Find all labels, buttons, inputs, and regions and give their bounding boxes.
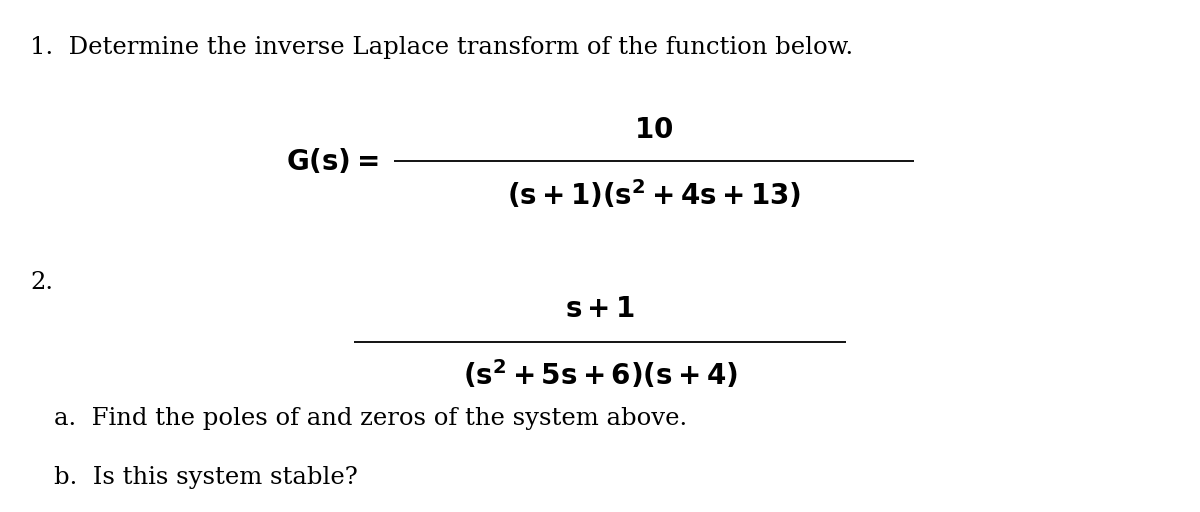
Text: $\mathbf{(s+1)(s^2+4s+13)}$: $\mathbf{(s+1)(s^2+4s+13)}$ xyxy=(508,178,800,211)
Text: $\mathbf{s+1}$: $\mathbf{s+1}$ xyxy=(565,296,635,323)
Text: $\mathbf{10}$: $\mathbf{10}$ xyxy=(635,117,673,144)
Text: a.  Find the poles of and zeros of the system above.: a. Find the poles of and zeros of the sy… xyxy=(54,407,688,430)
Text: b.  Is this system stable?: b. Is this system stable? xyxy=(54,466,358,489)
Text: $\mathbf{(s^2+5s+6)(s+4)}$: $\mathbf{(s^2+5s+6)(s+4)}$ xyxy=(463,358,737,391)
Text: $\mathbf{G(s) =}$: $\mathbf{G(s) =}$ xyxy=(286,147,378,176)
Text: 2.: 2. xyxy=(30,271,53,294)
Text: 1.  Determine the inverse Laplace transform of the function below.: 1. Determine the inverse Laplace transfo… xyxy=(30,36,853,59)
